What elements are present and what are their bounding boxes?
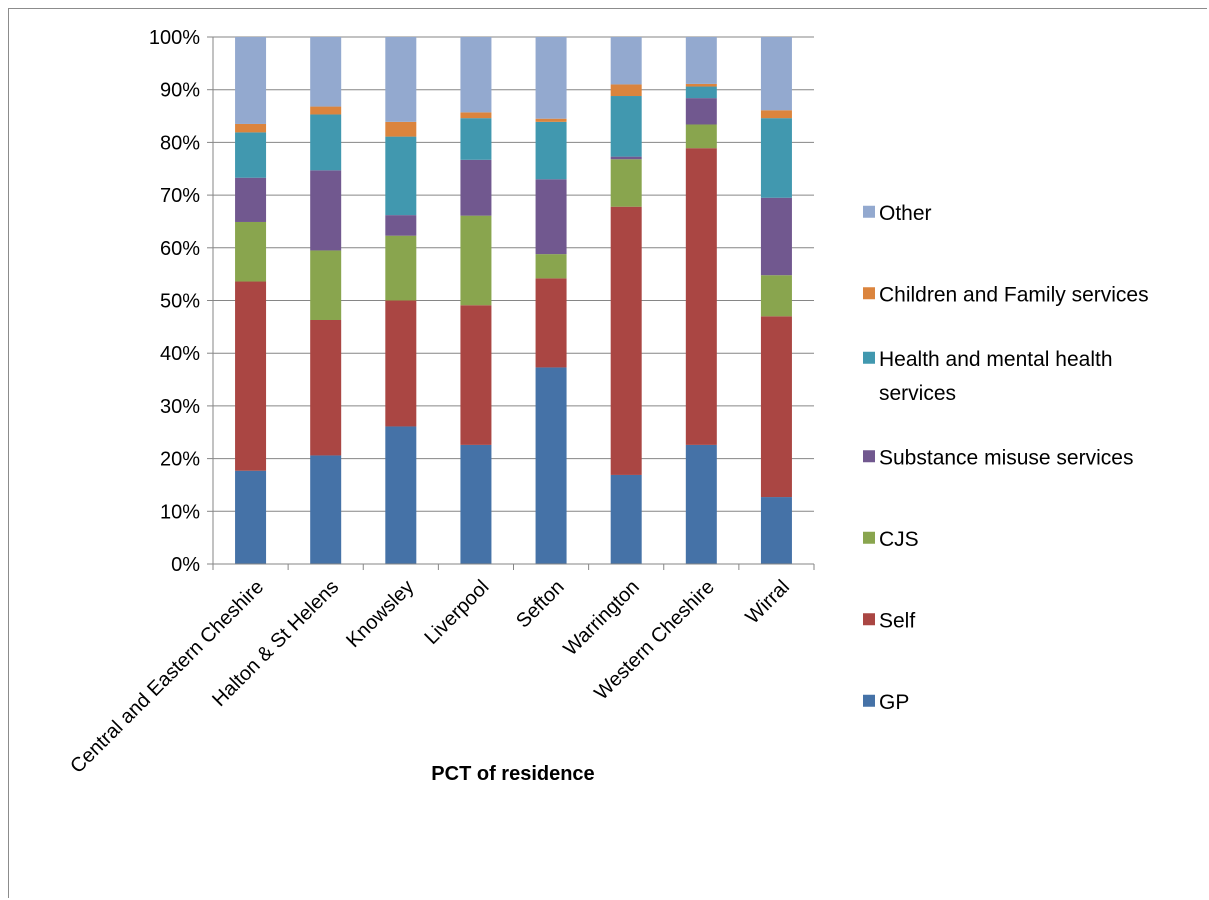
legend-swatch [863,450,875,463]
legend-label: Health and mental health services [879,348,1113,405]
bar-segment [685,148,717,445]
bar-segment [235,281,267,471]
bar-segment [310,37,342,107]
bar-segment [385,215,417,236]
legend-swatch [863,694,875,707]
y-tick-label: 80% [160,132,200,154]
y-tick-label: 40% [160,343,200,365]
bar-segment [535,367,567,564]
y-tick-label: 70% [160,185,200,207]
y-tick-label: 90% [160,80,200,102]
bar-segment [385,426,417,564]
y-tick-label: 30% [160,396,200,418]
bar-segment [235,221,267,282]
bar-segment [460,444,492,564]
bar-segment [685,83,717,87]
bar-segment [460,215,492,306]
bar-segment [460,159,492,216]
bar-segment [310,319,342,456]
gridlines [213,36,814,512]
bar-segment [610,474,642,564]
y-tick-label: 0% [171,554,200,576]
x-tick-label: Knowsley [342,576,418,652]
x-tick-label: Wirral [741,576,793,628]
bar-segment [235,177,267,222]
x-tick-label: Liverpool [421,576,494,649]
legend-swatch [863,205,875,218]
bar-segment [535,278,567,368]
bar-segment [760,118,792,198]
bar-segment [460,37,492,113]
bar-segment [310,250,342,320]
bar-segment [535,37,567,119]
bar-segment [235,470,267,564]
bar-segment [610,37,642,85]
bar-segment [460,118,492,160]
bar-segment [760,197,792,276]
bar-segment [685,37,717,84]
y-tick-label: 60% [160,238,200,260]
bar-segment [760,37,792,111]
bar-segment [385,300,417,427]
legend-label: CJS [879,528,919,551]
axes [207,36,815,570]
y-tick-label: 100% [149,27,200,49]
bar-segment [610,159,642,207]
bar-segment [310,106,342,115]
bar-segment [610,96,642,157]
legend-label: GP [879,691,909,714]
bar-segment [685,98,717,125]
legend-label: Self [879,609,915,632]
legend-swatch [863,287,875,300]
bar-segment [760,497,792,564]
y-tick-label: 20% [160,449,200,471]
bar-segment [535,118,567,122]
bar-segment [535,179,567,255]
legend: Other Children and Family services Health … [863,202,1149,714]
legend-label: Children and Family services [879,283,1149,306]
y-tick-labels: 0% 10% 20% 30% 40% 50% 60% 70% 80% 90% 100% [149,27,200,576]
bar-segment [685,444,717,564]
legend-swatch [863,613,875,626]
bar-segment [535,121,567,180]
x-tick-label: Halton & St Helens [208,576,343,711]
bar-segment [535,254,567,279]
legend-swatch [863,351,875,364]
bar-segment [385,37,417,122]
bar-segment [685,124,717,149]
chart-frame [8,8,1207,898]
x-tick-label: Sefton [512,576,568,632]
bars [235,37,792,564]
bar-segment [235,132,267,178]
bar-segment [235,37,267,124]
y-tick-label: 50% [160,291,200,313]
legend-label: Substance misuse services [879,446,1133,469]
bar-segment [760,110,792,119]
bar-segment [610,84,642,97]
legend-swatch [863,531,875,544]
bar-segment [235,123,267,133]
bar-segment [310,455,342,564]
bar-segment [610,156,642,160]
bar-segment [460,112,492,119]
bar-segment [385,235,417,301]
legend-label: Other [879,202,932,225]
bar-segment [760,316,792,498]
bar-segment [385,121,417,137]
bar-segment [610,206,642,475]
bar-segment [310,114,342,171]
bar-segment [310,170,342,251]
bar-segment [460,305,492,445]
bar-segment [385,136,417,216]
x-axis-title: PCT of residence [431,763,594,785]
y-tick-label: 10% [160,501,200,523]
bar-segment [685,86,717,99]
bar-segment [760,275,792,317]
